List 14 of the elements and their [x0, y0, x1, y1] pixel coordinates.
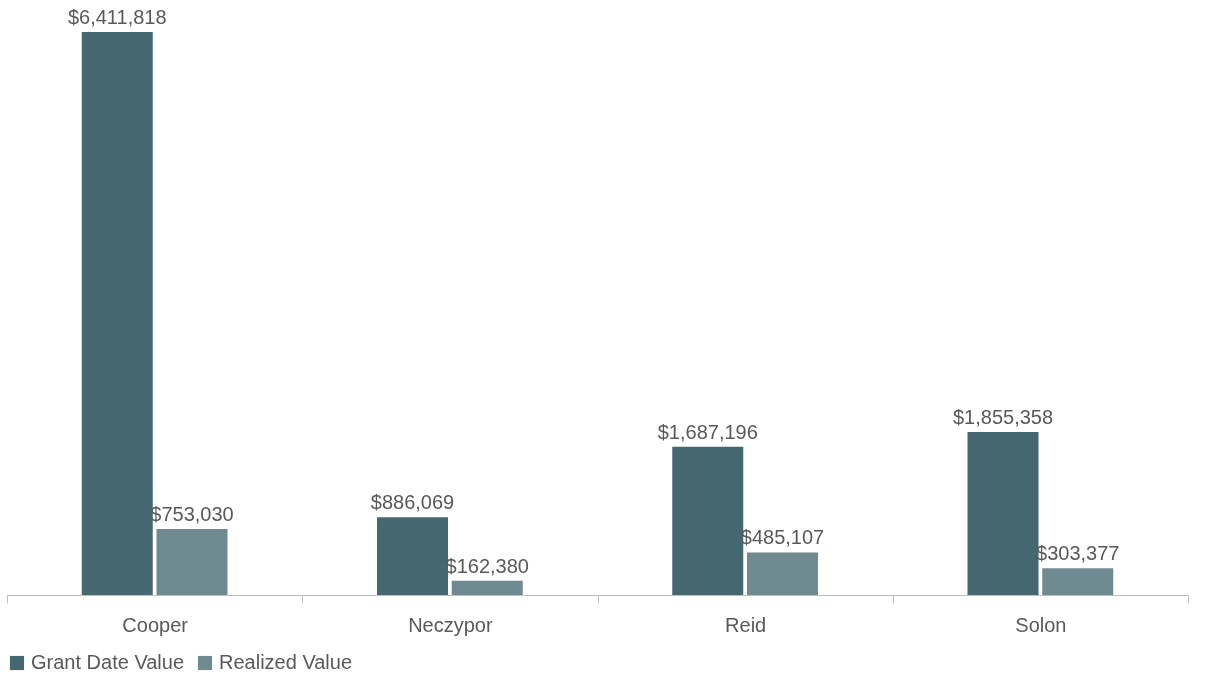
data-label: $1,687,196	[657, 420, 758, 443]
bar	[156, 528, 228, 595]
x-tick-label: Solon	[1015, 613, 1067, 636]
x-tick-label: Reid	[725, 613, 767, 636]
bar	[1042, 568, 1114, 595]
bar	[746, 552, 818, 595]
bar	[451, 580, 523, 595]
legend-label: Grant Date Value	[31, 651, 185, 673]
legend-label: Realized Value	[219, 651, 353, 673]
data-label: $1,855,358	[952, 406, 1054, 429]
data-label: $6,411,818	[67, 6, 167, 28]
data-label: $886,069	[370, 491, 455, 514]
x-tick-label: Cooper	[122, 613, 189, 636]
x-tick-label: Neczypor	[408, 613, 493, 636]
